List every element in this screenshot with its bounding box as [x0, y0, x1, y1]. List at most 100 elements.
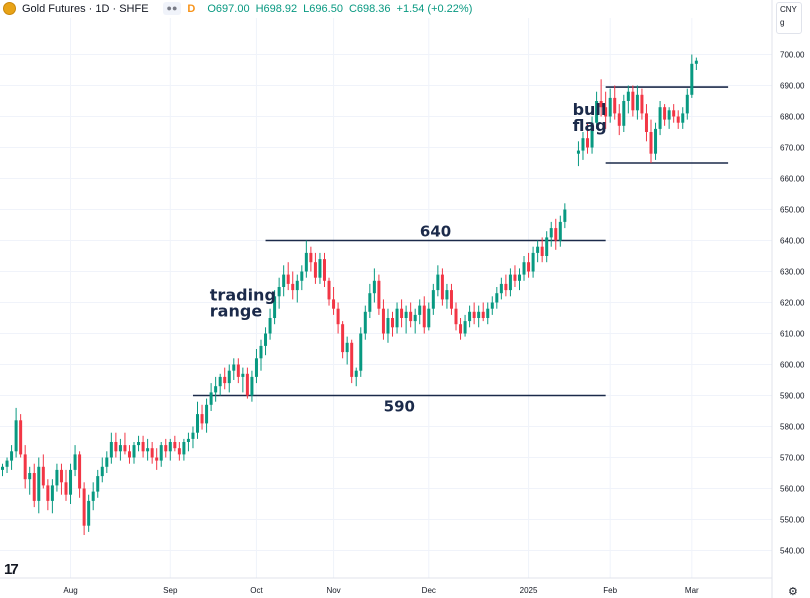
y-tick-label: 630.00: [780, 268, 805, 277]
candle-body: [118, 445, 122, 452]
candle-body: [245, 373, 249, 396]
interval-badge: D: [187, 2, 196, 15]
gold-coin-icon: [3, 2, 16, 15]
candle: [667, 107, 671, 129]
candle-body: [218, 376, 222, 387]
candle: [78, 451, 82, 498]
candle-body: [168, 442, 172, 452]
candle-body: [463, 321, 467, 334]
gear-icon[interactable]: ⚙: [788, 586, 798, 598]
horizontal-levels: 590 640: [192, 86, 729, 416]
candle: [10, 445, 14, 470]
candle: [558, 215, 562, 247]
candle: [259, 339, 263, 371]
candle: [449, 283, 453, 315]
candle: [164, 438, 168, 458]
candle: [91, 482, 95, 511]
candle-body: [658, 107, 662, 129]
annotation-label: bull: [573, 100, 607, 119]
candle-body: [50, 485, 54, 501]
candle: [109, 432, 113, 464]
candle-body: [100, 466, 104, 477]
candle-body: [96, 476, 100, 492]
candle: [685, 88, 689, 120]
candle: [118, 438, 122, 461]
candle: [114, 432, 118, 458]
y-tick-label: 560.00: [780, 485, 805, 494]
candle-body: [19, 420, 23, 455]
candle-body: [177, 448, 181, 455]
candle: [268, 308, 272, 340]
candle-body: [413, 314, 417, 322]
candle-body: [508, 274, 512, 291]
candle: [250, 370, 254, 402]
candle-body: [304, 252, 308, 272]
candle: [590, 116, 594, 154]
symbol-name[interactable]: Gold Futures · 1D · SHFE: [22, 2, 149, 15]
candle: [127, 445, 131, 464]
candle-body: [227, 370, 231, 384]
candle: [341, 321, 345, 359]
candle-body: [254, 358, 258, 377]
candle: [459, 318, 463, 340]
candle-body: [350, 342, 354, 377]
y-axis: 540.00 550.00 560.00 570.00 580.00 590.00 600.…: [780, 51, 805, 556]
candle: [132, 442, 136, 464]
candle: [23, 445, 27, 489]
candle-body: [69, 469, 73, 495]
candle-body: [422, 305, 426, 328]
x-tick-label: Mar: [685, 586, 699, 595]
candle-body: [649, 132, 653, 154]
y-tick-label: 580.00: [780, 423, 805, 432]
candle: [676, 110, 680, 129]
candle-body: [495, 293, 499, 303]
candle: [19, 414, 23, 458]
candle: [377, 274, 381, 315]
candle: [672, 104, 676, 123]
candle-body: [164, 445, 168, 452]
candle: [395, 302, 399, 334]
candle-body: [445, 290, 449, 300]
candle-body: [381, 308, 385, 334]
candle-body: [345, 342, 349, 353]
candle-body: [309, 252, 313, 263]
candle: [427, 302, 431, 331]
candle-body: [232, 364, 236, 371]
candle-body: [667, 110, 671, 120]
candle-body: [431, 290, 435, 309]
candle-body: [146, 448, 150, 452]
candle-body: [223, 376, 227, 384]
candle-body: [46, 485, 50, 501]
candle: [549, 221, 553, 247]
candle-body: [322, 259, 326, 281]
eye-icon[interactable]: ●●: [162, 2, 182, 15]
candle: [313, 252, 317, 284]
candle: [336, 302, 340, 334]
candle-body: [690, 63, 694, 95]
unit-code: g: [780, 18, 785, 27]
candle-body: [332, 299, 336, 309]
candle: [150, 442, 154, 464]
candle: [472, 302, 476, 325]
candle-body: [481, 311, 485, 318]
tradingview-logo: 17: [4, 561, 19, 578]
candle-body: [313, 262, 317, 278]
candle: [422, 296, 426, 334]
candle: [454, 302, 458, 331]
candle-body: [459, 324, 463, 334]
candle-body: [273, 296, 277, 318]
currency-unit-button[interactable]: CNY g: [776, 2, 802, 34]
candle: [5, 457, 9, 473]
candle-body: [173, 442, 177, 449]
candle-body: [372, 280, 376, 294]
candle-body: [640, 94, 644, 114]
candle-body: [300, 271, 304, 281]
y-tick-label: 650.00: [780, 206, 805, 215]
candle: [595, 91, 599, 129]
candle-body: [540, 246, 544, 256]
candle: [409, 302, 413, 328]
candle: [413, 308, 417, 334]
candle: [694, 57, 698, 70]
